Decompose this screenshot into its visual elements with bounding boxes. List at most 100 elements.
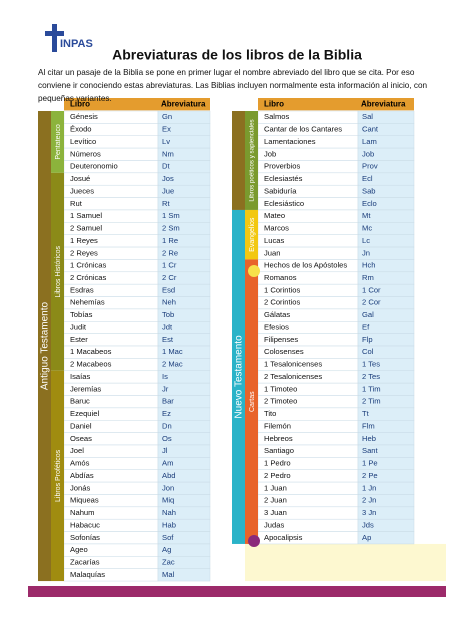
book-name: Rut [70,199,83,208]
book-name: Mateo [264,211,285,220]
group-band [51,370,64,582]
book-name: 1 Timoteo [264,384,297,393]
table: Libro Abreviatura Libro Abreviatura Génesis G… [38,98,446,582]
book-abbr: Cant [362,125,379,134]
book-abbr: Dn [162,421,172,430]
group-label: Cartas [249,391,256,412]
group-band [245,259,258,544]
book-abbr: 1 Cr [162,261,177,270]
book-abbr: 2 Tes [362,372,380,381]
book-name: Ageo [70,545,88,554]
book-abbr: Tob [162,310,174,319]
abbr-cell [357,531,415,545]
book-abbr: Tt [362,409,370,418]
book-abbr: Lv [162,137,170,146]
abbr-cell [157,568,211,582]
book-name: Jueces [70,186,94,195]
book-name: Apocalipsis [264,533,303,542]
book-abbr: Lam [362,137,377,146]
book-abbr: Jl [162,446,168,455]
book-abbr: Jon [162,483,174,492]
book-abbr: 2 Sm [162,224,180,233]
book-abbr: 1 Mac [162,347,183,356]
group-label: Libros Proféticos [55,449,62,502]
book-abbr: Hab [162,520,176,529]
book-name: Éxodo [70,125,92,134]
testament-band [38,111,51,582]
book-name: Amós [70,459,90,468]
book-name: Lucas [264,236,284,245]
book-abbr: Eclo [362,199,377,208]
logo-cross [52,24,57,52]
book-name: Habacuc [70,520,100,529]
title: Abreviaturas de los libros de la Biblia [112,47,362,63]
book-name: Jeremías [70,384,101,393]
book-abbr: Prov [362,162,378,171]
book-abbr: Gal [362,310,374,319]
book-abbr: 2 Re [162,248,178,257]
book-name: 1 Corintios [264,285,300,294]
book-name: Colosenses [264,347,304,356]
book-abbr: 1 Jn [362,483,376,492]
book-name: Ester [70,335,88,344]
book-name: 1 Crónicas [70,261,106,270]
book-abbr: Nah [162,508,176,517]
book-name: Zacarías [70,558,100,567]
book-abbr: Sant [362,446,379,455]
book-abbr: Sab [362,186,376,195]
book-name: 2 Pedro [264,471,291,480]
group-label: Pentateuco [55,124,62,160]
book-name: Salmos [264,112,290,121]
intro: Al citar un pasaje de la Biblia se pone … [38,68,428,103]
book-name: Juan [264,248,280,257]
header-cell: Abreviatura [161,99,206,108]
book-abbr: Job [362,149,374,158]
book-name: Abdías [70,471,94,480]
book-abbr: 2 Pe [362,471,378,480]
book-abbr: Ex [162,125,171,134]
book-abbr: 2 Cr [162,273,177,282]
header-row [258,98,414,111]
book-name: 1 Macabeos [70,347,112,356]
book-name: 2 Macabeos [70,360,112,369]
book-abbr: Ef [362,322,370,331]
book-name: Santiago [264,446,294,455]
book-name: Malaquías [70,570,105,579]
book-abbr: 2 Cor [362,298,381,307]
book-name: Efesios [264,322,289,331]
book-name: 2 Reyes [70,248,98,257]
decor-dot [248,535,260,547]
book-name: Levítico [70,137,96,146]
book-abbr: 1 Re [162,236,178,245]
book-name: Gálatas [264,310,290,319]
book-abbr: Est [162,335,174,344]
book-abbr: Mt [362,211,371,220]
book-name: 2 Corintios [264,298,300,307]
book-abbr: Nm [162,149,174,158]
group-label: Libros poéticos y sapienciales [249,119,256,201]
book-name: Daniel [70,421,92,430]
header-row [64,98,210,111]
book-abbr: Dt [162,162,170,171]
book-name: Eclesiastés [264,174,303,183]
book-name: Tobías [70,310,93,319]
book-abbr: Jue [162,186,174,195]
logo-cross [45,31,64,36]
book-name: 3 Juan [264,508,287,517]
book-name: Filipenses [264,335,298,344]
book-abbr: Mc [362,224,372,233]
book-name: Judas [264,520,284,529]
book-name: Romanos [264,273,297,282]
book-name: 2 Crónicas [70,273,106,282]
book-name: Cantar de los Cantares [264,125,342,134]
decor-dot [248,265,260,277]
book-abbr: Flp [362,335,373,344]
book-name: Nahum [70,508,94,517]
book-abbr: 2 Mac [162,360,183,369]
book-abbr: Miq [162,496,174,505]
book-name: Tito [264,409,276,418]
header-cell: Libro [264,99,284,108]
logo-text: INPAS [60,38,93,50]
group-band [51,111,64,173]
